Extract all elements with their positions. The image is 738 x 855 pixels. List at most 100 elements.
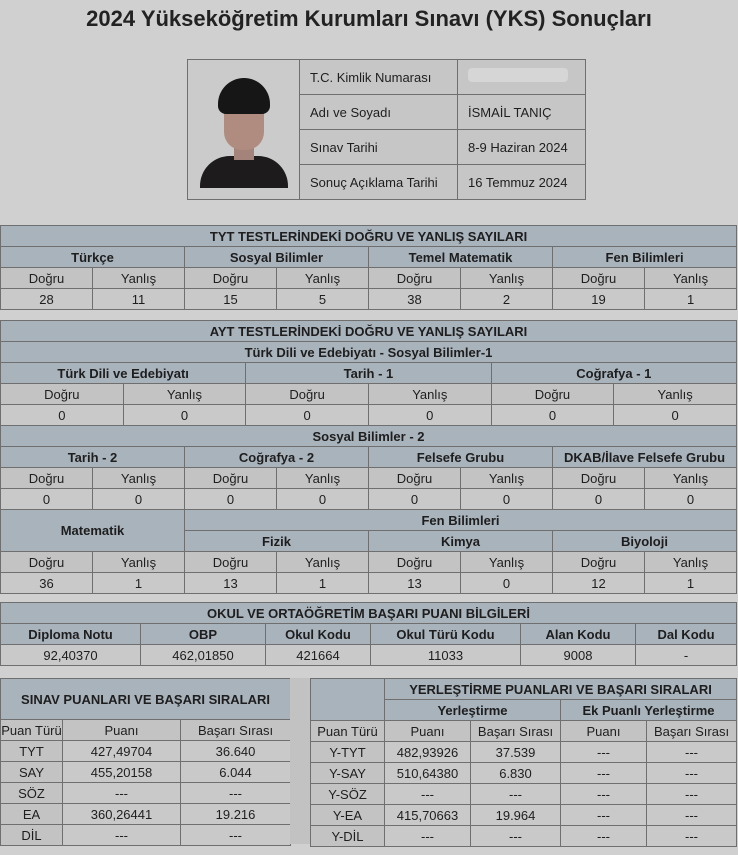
dogru-value: 12 <box>552 572 645 594</box>
sinav-puanlari-table: SINAV PUANLARI VE BAŞARI SIRALARI Puan Tü… <box>0 678 292 846</box>
yanlis-value: 1 <box>276 572 369 594</box>
yanlis-value: 2 <box>460 288 553 310</box>
puan-turu-cell: EA <box>0 803 63 825</box>
dogru-label: Doğru <box>368 467 461 489</box>
yanlis-label: Yanlış <box>92 467 185 489</box>
tyt-section-title: TYT TESTLERİNDEKİ DOĞRU VE YANLIŞ SAYILA… <box>0 225 738 247</box>
dogru-label: Doğru <box>184 267 277 289</box>
sinav-column-header: Başarı Sırası <box>179 719 292 741</box>
yerlestirme-subheader: Yerleştirme <box>384 699 561 721</box>
subject-header: Fen Bilimleri <box>551 246 738 268</box>
sinav-value: --- <box>62 782 181 804</box>
sinav-value: --- <box>62 824 181 846</box>
puan-turu-cell: Y-TYT <box>310 741 385 763</box>
yerlestirme-value: --- <box>470 783 561 805</box>
page-title: 2024 Yükseköğretim Kurumları Sınavı (YKS… <box>86 6 652 31</box>
ayt-group1-table: AYT TESTLERİNDEKİ DOĞRU VE YANLIŞ SAYILA… <box>0 320 737 426</box>
okul-column-header: Dal Kodu <box>635 623 737 645</box>
yanlis-value: 5 <box>276 288 369 310</box>
yanlis-value: 0 <box>122 404 247 426</box>
subject-header: Temel Matematik <box>368 246 553 268</box>
ayt-section-title: AYT TESTLERİNDEKİ DOĞRU VE YANLIŞ SAYILA… <box>0 320 737 342</box>
okul-column-header: Okul Kodu <box>265 623 371 645</box>
yerlestirme-value: --- <box>470 825 561 847</box>
okul-column-header: OBP <box>140 623 266 645</box>
sinav-value: 6.044 <box>179 761 292 783</box>
dogru-label: Doğru <box>368 551 461 573</box>
ayt-group2-table: Sosyal Bilimler - 2 Tarih - 2 Coğrafya - 2… <box>0 425 737 594</box>
yerlestirme-column-header: Başarı Sırası <box>470 720 561 742</box>
dogru-value: 0 <box>368 488 461 510</box>
yerlestirme-value: --- <box>645 762 738 784</box>
dogru-value: 0 <box>552 488 645 510</box>
sinav-column-header: Puan Türü <box>0 719 63 741</box>
yanlis-label: Yanlış <box>644 467 737 489</box>
dogru-value: 28 <box>0 288 93 310</box>
fen-header: Fen Bilimleri <box>184 509 737 531</box>
okul-column-header: Alan Kodu <box>520 623 636 645</box>
name-label: Adı ve Soyadı <box>299 94 458 130</box>
exam-date-value: 8-9 Haziran 2024 <box>457 129 586 165</box>
result-date-value: 16 Temmuz 2024 <box>457 164 586 200</box>
yanlis-value: 0 <box>460 572 553 594</box>
dogru-label: Doğru <box>552 267 645 289</box>
puan-turu-cell: TYT <box>0 740 63 762</box>
yanlis-value: 1 <box>92 572 185 594</box>
puan-turu-cell: SAY <box>0 761 63 783</box>
okul-table: OKUL VE ORTAÖĞRETİM BAŞARI PUANI BİLGİLE… <box>0 602 737 666</box>
candidate-info-table: T.C. Kimlik Numarası Adı ve Soyadı İSMAİ… <box>187 59 586 200</box>
yerlestirme-section-title: YERLEŞTİRME PUANLARI VE BAŞARI SIRALARI <box>383 678 738 700</box>
sinav-value: 360,26441 <box>62 803 181 825</box>
subject-header: Biyoloji <box>552 530 737 552</box>
dogru-label: Doğru <box>368 267 461 289</box>
okul-value: 462,01850 <box>140 644 266 666</box>
dogru-label: Doğru <box>184 467 277 489</box>
yanlis-value: 0 <box>92 488 185 510</box>
puan-turu-cell: Y-SAY <box>310 762 385 784</box>
dogru-value: 0 <box>490 404 615 426</box>
subject-header: Fizik <box>184 530 369 552</box>
yerlestirme-table: YERLEŞTİRME PUANLARI VE BAŞARI SIRALARI Y… <box>310 678 738 847</box>
yerlestirme-value: 510,64380 <box>384 762 471 784</box>
yerlestirme-value: --- <box>645 783 738 805</box>
yanlis-label: Yanlış <box>122 383 247 405</box>
ayt-group1-title: Türk Dili ve Edebiyatı - Sosyal Bilimler… <box>0 341 737 363</box>
yanlis-label: Yanlış <box>613 383 737 405</box>
dogru-value: 36 <box>0 572 93 594</box>
name-value: İSMAİL TANIÇ <box>457 94 586 130</box>
sinav-value: 36.640 <box>179 740 292 762</box>
subject-header: Tarih - 1 <box>245 362 492 384</box>
dogru-value: 13 <box>368 572 461 594</box>
okul-column-header: Okul Türü Kodu <box>370 623 521 645</box>
blank-header-cell <box>310 678 385 721</box>
yanlis-label: Yanlış <box>644 551 737 573</box>
yanlis-label: Yanlış <box>367 383 492 405</box>
dogru-value: 0 <box>0 404 124 426</box>
dogru-label: Doğru <box>0 467 93 489</box>
yanlis-value: 0 <box>276 488 369 510</box>
yerlestirme-column-header: Puanı <box>384 720 471 742</box>
yanlis-label: Yanlış <box>460 467 553 489</box>
dogru-value: 19 <box>552 288 645 310</box>
dogru-value: 0 <box>245 404 369 426</box>
subject-header: Türk Dili ve Edebiyatı <box>0 362 247 384</box>
yerlestirme-value: 415,70663 <box>384 804 471 826</box>
sinav-value: 427,49704 <box>62 740 181 762</box>
sinav-value: --- <box>179 782 292 804</box>
puan-turu-cell: Y-DİL <box>310 825 385 847</box>
yerlestirme-value: --- <box>384 783 471 805</box>
ayt-group2-title: Sosyal Bilimler - 2 <box>0 425 737 447</box>
puan-turu-cell: Y-SÖZ <box>310 783 385 805</box>
subject-header: Türkçe <box>0 246 185 268</box>
yanlis-label: Yanlış <box>92 267 185 289</box>
subject-header: Sosyal Bilimler <box>184 246 369 268</box>
okul-section-title: OKUL VE ORTAÖĞRETİM BAŞARI PUANI BİLGİLE… <box>0 602 737 624</box>
yanlis-value: 0 <box>644 488 737 510</box>
yerlestirme-column-header: Başarı Sırası <box>645 720 738 742</box>
yerlestirme-value: 37.539 <box>470 741 561 763</box>
sinav-value: 19.216 <box>179 803 292 825</box>
yerlestirme-value: 19.964 <box>470 804 561 826</box>
tc-label: T.C. Kimlik Numarası <box>299 59 458 95</box>
yanlis-label: Yanlış <box>276 467 369 489</box>
tc-value-redacted <box>457 59 586 95</box>
